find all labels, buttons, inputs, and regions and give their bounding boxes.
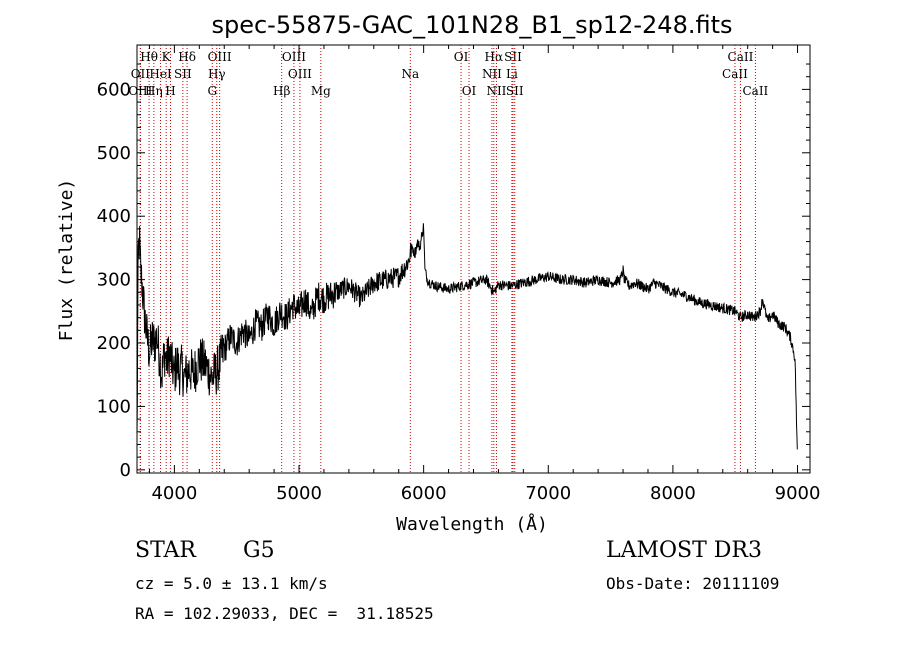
line-marker-label: NII bbox=[486, 84, 506, 98]
emission-line-markers: Hθ OII OIII K HeI Hη Hδ SII H OIII Hγ G OIII OIII Hβ Mg… bbox=[128, 45, 769, 473]
chart-title: spec-55875-GAC_101N28_B1_sp12-248.fits bbox=[211, 11, 732, 39]
line-marker-label: G bbox=[207, 84, 217, 98]
y-tick-label: 500 bbox=[97, 143, 131, 164]
line-marker-label: OIII bbox=[282, 50, 306, 64]
line-marker-label: OIII bbox=[208, 50, 232, 64]
y-tick-label: 100 bbox=[97, 396, 131, 417]
line-marker-label: Hγ bbox=[208, 67, 226, 81]
line-marker-label: OIII bbox=[288, 67, 312, 81]
line-marker-label: OI bbox=[462, 84, 477, 98]
x-tick-label: 5000 bbox=[276, 483, 322, 504]
line-marker-label: HeI bbox=[149, 67, 172, 81]
flux-line bbox=[136, 223, 798, 450]
line-marker-label: CaII bbox=[742, 84, 768, 98]
line-marker-label: Na bbox=[401, 67, 419, 81]
x-axis: 4000 5000 6000 7000 8000 9000 bbox=[148, 45, 821, 504]
y-axis: 0 100 200 300 400 500 600 bbox=[97, 63, 810, 481]
line-marker-label: OIII bbox=[128, 84, 152, 98]
line-marker-label: Li bbox=[506, 67, 518, 81]
line-marker-label: SII bbox=[504, 50, 522, 64]
y-tick-label: 600 bbox=[97, 79, 131, 100]
x-tick-label: 4000 bbox=[151, 483, 197, 504]
line-marker-label: Mg bbox=[311, 84, 331, 98]
y-tick-label: 400 bbox=[97, 206, 131, 227]
flux-series bbox=[136, 223, 798, 450]
line-marker-label: Hδ bbox=[178, 50, 196, 64]
line-marker-label: CaII bbox=[728, 50, 754, 64]
line-marker-label: Hβ bbox=[273, 84, 290, 98]
plot-frame bbox=[136, 44, 811, 474]
object-subclass: G5 bbox=[243, 538, 275, 563]
line-marker-label: K bbox=[162, 50, 172, 64]
x-tick-label: 8000 bbox=[650, 483, 696, 504]
line-marker-label: OII bbox=[131, 67, 151, 81]
line-marker-label: SII bbox=[174, 67, 192, 81]
survey-name: LAMOST DR3 bbox=[606, 538, 762, 563]
x-tick-label: 7000 bbox=[525, 483, 571, 504]
line-marker-label: Hη bbox=[145, 84, 163, 98]
line-marker-label: NII bbox=[482, 67, 502, 81]
y-tick-label: 200 bbox=[97, 333, 131, 354]
line-marker-label: CaII bbox=[722, 67, 748, 81]
y-tick-label: 300 bbox=[97, 270, 131, 291]
line-marker-label: Hα bbox=[485, 50, 504, 64]
sky-coordinates: RA = 102.29033, DEC = 31.18525 bbox=[135, 604, 434, 623]
x-tick-label: 9000 bbox=[775, 483, 821, 504]
x-axis-label: Wavelength (Å) bbox=[396, 513, 548, 535]
line-marker-label: OI bbox=[454, 50, 469, 64]
object-class: STAR bbox=[135, 538, 196, 563]
y-axis-label: Flux (relative) bbox=[56, 179, 77, 342]
x-tick-label: 6000 bbox=[401, 483, 447, 504]
line-marker-label: H bbox=[165, 84, 175, 98]
y-tick-label: 0 bbox=[120, 460, 131, 481]
observation-date: Obs-Date: 20111109 bbox=[606, 574, 780, 593]
redshift-value: cz = 5.0 ± 13.1 km/s bbox=[135, 574, 328, 593]
line-marker-label: SII bbox=[506, 84, 524, 98]
line-marker-label: Hθ bbox=[140, 50, 158, 64]
